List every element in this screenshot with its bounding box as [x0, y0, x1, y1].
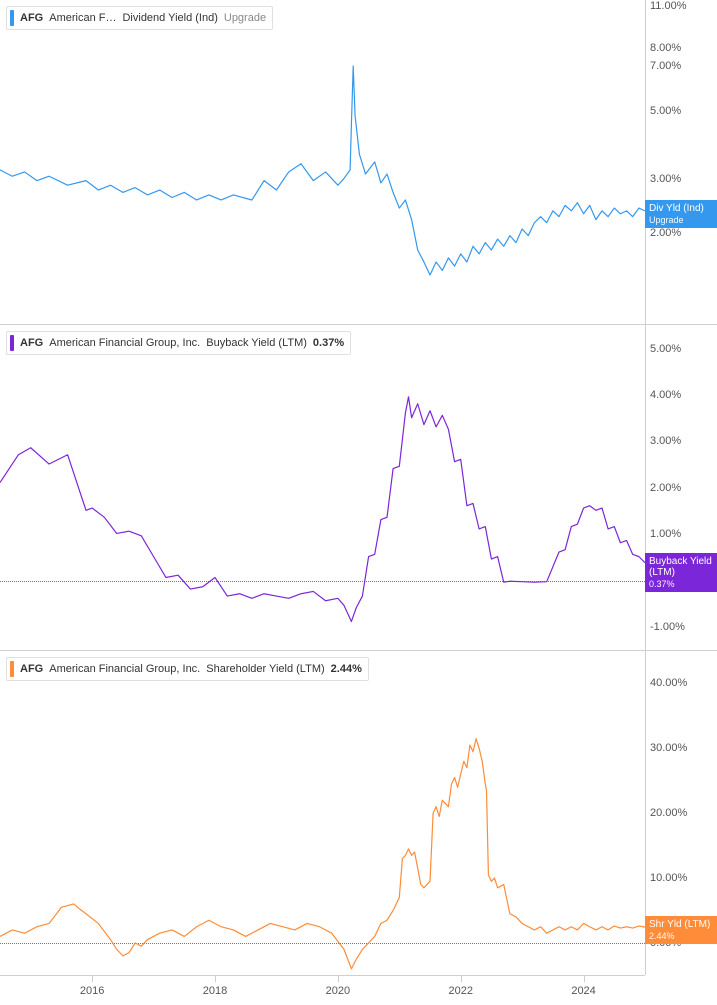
x-tick: 2022 [448, 985, 472, 997]
value-tag-value: 0.37% [649, 579, 713, 589]
y-tick: 10.00% [650, 872, 687, 884]
shy-value-tag: Shr Yld (LTM)2.44% [645, 916, 717, 944]
y-tick: 30.00% [650, 742, 687, 754]
div-value-tag: Div Yld (Ind)Upgrade [645, 200, 717, 228]
y-tick: -1.00% [650, 621, 685, 633]
buyback-y-axis: -1.00%0.00%1.00%2.00%3.00%4.00%5.00% [645, 325, 717, 649]
legend-metric: Shareholder Yield (LTM) [206, 663, 324, 675]
y-tick: 2.00% [650, 227, 681, 239]
legend-metric: Dividend Yield (Ind) [122, 12, 217, 24]
x-axis: 2016 2018 2020 2022 2024 [0, 975, 645, 1005]
legend-value: 2.44% [331, 663, 362, 675]
y-tick: 20.00% [650, 807, 687, 819]
y-tick: 11.00% [650, 0, 687, 12]
x-tick: 2016 [80, 985, 104, 997]
y-tick: 1.00% [650, 528, 681, 540]
y-tick: 2.00% [650, 482, 681, 494]
buyback-legend[interactable]: AFG American Financial Group, Inc. Buyback… [6, 331, 351, 355]
legend-swatch [10, 661, 14, 677]
buyback-chart[interactable] [0, 325, 645, 649]
legend-ticker: AFG [20, 12, 43, 24]
y-tick: 8.00% [650, 42, 681, 54]
legend-upgrade[interactable]: Upgrade [224, 12, 266, 24]
panel-buyback: -1.00%0.00%1.00%2.00%3.00%4.00%5.00%Buyb… [0, 325, 717, 650]
legend-metric: Buyback Yield (LTM) [206, 337, 307, 349]
div-y-axis: 2.00% 3.00% 5.00% 7.00% 8.00% 11.00% [645, 0, 717, 324]
legend-name: American F… [49, 12, 116, 24]
legend-name: American Financial Group, Inc. [49, 337, 200, 349]
shy-legend[interactable]: AFG American Financial Group, Inc. Shareho… [6, 657, 369, 681]
div-chart[interactable] [0, 0, 645, 324]
y-tick: 4.00% [650, 389, 681, 401]
y-tick: 3.00% [650, 173, 681, 185]
x-tick: 2024 [571, 985, 595, 997]
value-tag-value: 2.44% [649, 931, 713, 941]
value-tag-value: Upgrade [649, 215, 713, 225]
legend-swatch [10, 10, 14, 26]
panel-shy: 0.00%10.00%20.00%30.00%40.00%Shr Yld (LT… [0, 651, 717, 975]
value-tag-label: Div Yld (Ind) [649, 203, 713, 215]
value-tag-label: Shr Yld (LTM) [649, 919, 713, 931]
legend-ticker: AFG [20, 337, 43, 349]
shy-chart[interactable] [0, 651, 645, 975]
legend-swatch [10, 335, 14, 351]
panel-div: 2.00% 3.00% 5.00% 7.00% 8.00% 11.00% Div Yld (… [0, 0, 717, 325]
legend-name: American Financial Group, Inc. [49, 663, 200, 675]
value-tag-label: Buyback Yield (LTM) [649, 556, 713, 579]
y-tick: 7.00% [650, 60, 681, 72]
y-tick: 40.00% [650, 677, 687, 689]
y-tick: 5.00% [650, 343, 681, 355]
y-tick: 5.00% [650, 105, 681, 117]
buyback-value-tag: Buyback Yield (LTM)0.37% [645, 553, 717, 592]
legend-value: 0.37% [313, 337, 344, 349]
div-legend[interactable]: AFG American F… Dividend Yield (Ind) Upgrad… [6, 6, 273, 30]
x-tick: 2020 [326, 985, 350, 997]
legend-ticker: AFG [20, 663, 43, 675]
x-tick: 2018 [203, 985, 227, 997]
y-tick: 3.00% [650, 435, 681, 447]
